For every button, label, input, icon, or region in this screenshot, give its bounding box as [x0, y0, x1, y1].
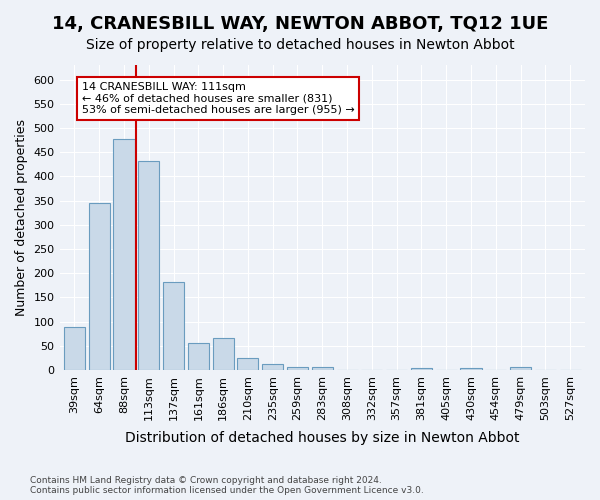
Bar	[262, 364, 283, 370]
Y-axis label: Number of detached properties: Number of detached properties	[15, 119, 28, 316]
Text: Size of property relative to detached houses in Newton Abbot: Size of property relative to detached ho…	[86, 38, 514, 52]
Bar	[287, 366, 308, 370]
Text: Contains HM Land Registry data © Crown copyright and database right 2024.
Contai: Contains HM Land Registry data © Crown c…	[30, 476, 424, 495]
Bar	[113, 139, 134, 370]
Bar	[238, 358, 259, 370]
Bar	[163, 282, 184, 370]
Bar	[64, 328, 85, 370]
Bar	[89, 203, 110, 370]
Bar	[212, 338, 233, 370]
Text: 14, CRANESBILL WAY, NEWTON ABBOT, TQ12 1UE: 14, CRANESBILL WAY, NEWTON ABBOT, TQ12 1…	[52, 15, 548, 33]
Bar	[312, 368, 333, 370]
Bar	[460, 368, 482, 370]
Bar	[138, 161, 160, 370]
X-axis label: Distribution of detached houses by size in Newton Abbot: Distribution of detached houses by size …	[125, 431, 520, 445]
Bar	[411, 368, 432, 370]
Text: 14 CRANESBILL WAY: 111sqm
← 46% of detached houses are smaller (831)
53% of semi: 14 CRANESBILL WAY: 111sqm ← 46% of detac…	[82, 82, 355, 115]
Bar	[510, 368, 531, 370]
Bar	[188, 344, 209, 370]
